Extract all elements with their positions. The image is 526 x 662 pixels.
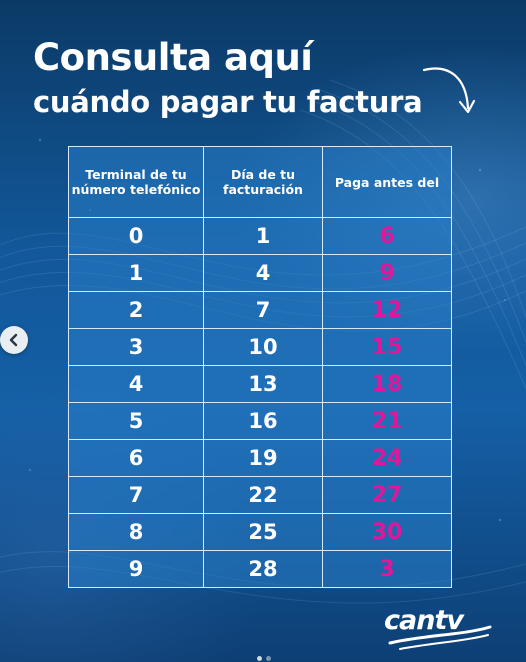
table-row: 9 28 3 [68, 550, 452, 588]
cell-terminal: 3 [68, 328, 204, 366]
cell-terminal: 8 [68, 513, 204, 551]
logo-wordmark: cantv [384, 605, 464, 636]
cell-billing-day: 16 [203, 402, 323, 440]
cell-billing-day: 10 [203, 328, 323, 366]
table-row: 4 13 18 [68, 365, 452, 403]
logo-swoosh [388, 625, 492, 650]
chevron-left-icon [9, 333, 18, 347]
table-row: 1 4 9 [68, 254, 452, 292]
cell-terminal: 1 [68, 254, 204, 292]
cell-terminal: 9 [68, 550, 204, 588]
cantv-logo: cantv [384, 605, 494, 651]
table-row: 2 7 12 [68, 291, 452, 329]
curved-arrow-icon [422, 67, 476, 114]
header-billing-day: Día de tu facturación [203, 146, 323, 218]
table-row: 0 1 6 [68, 217, 452, 255]
carousel-dot [266, 656, 271, 661]
cell-billing-day: 7 [203, 291, 323, 329]
cell-pay-before: 12 [322, 291, 452, 329]
cell-pay-before: 30 [322, 513, 452, 551]
cell-terminal: 5 [68, 402, 204, 440]
cell-pay-before: 27 [322, 476, 452, 514]
cell-pay-before: 18 [322, 365, 452, 403]
cell-terminal: 7 [68, 476, 204, 514]
cell-terminal: 4 [68, 365, 204, 403]
cell-pay-before: 6 [322, 217, 452, 255]
cell-pay-before: 3 [322, 550, 452, 588]
title-line-2: cuándo pagar tu factura [33, 85, 423, 119]
title-line-1: Consulta aquí [33, 36, 313, 79]
cell-terminal: 2 [68, 291, 204, 329]
table-row: 6 19 24 [68, 439, 452, 477]
cell-billing-day: 28 [203, 550, 323, 588]
cell-billing-day: 13 [203, 365, 323, 403]
cell-pay-before: 9 [322, 254, 452, 292]
cell-pay-before: 21 [322, 402, 452, 440]
header-pay-before: Paga antes del [322, 146, 452, 218]
carousel-dot [257, 656, 262, 661]
table-row: 7 22 27 [68, 476, 452, 514]
cell-pay-before: 15 [322, 328, 452, 366]
table-row: 5 16 21 [68, 402, 452, 440]
cell-billing-day: 25 [203, 513, 323, 551]
cell-billing-day: 22 [203, 476, 323, 514]
table-header-row: Terminal de tu número telefónico Día de … [68, 146, 452, 218]
billing-schedule-table: Terminal de tu número telefónico Día de … [68, 146, 452, 588]
cell-terminal: 6 [68, 439, 204, 477]
table-row: 8 25 30 [68, 513, 452, 551]
cell-billing-day: 19 [203, 439, 323, 477]
cell-billing-day: 1 [203, 217, 323, 255]
cell-billing-day: 4 [203, 254, 323, 292]
carousel-prev-button[interactable] [0, 326, 28, 354]
table-row: 3 10 15 [68, 328, 452, 366]
cell-pay-before: 24 [322, 439, 452, 477]
header-terminal: Terminal de tu número telefónico [68, 146, 204, 218]
cell-terminal: 0 [68, 217, 204, 255]
